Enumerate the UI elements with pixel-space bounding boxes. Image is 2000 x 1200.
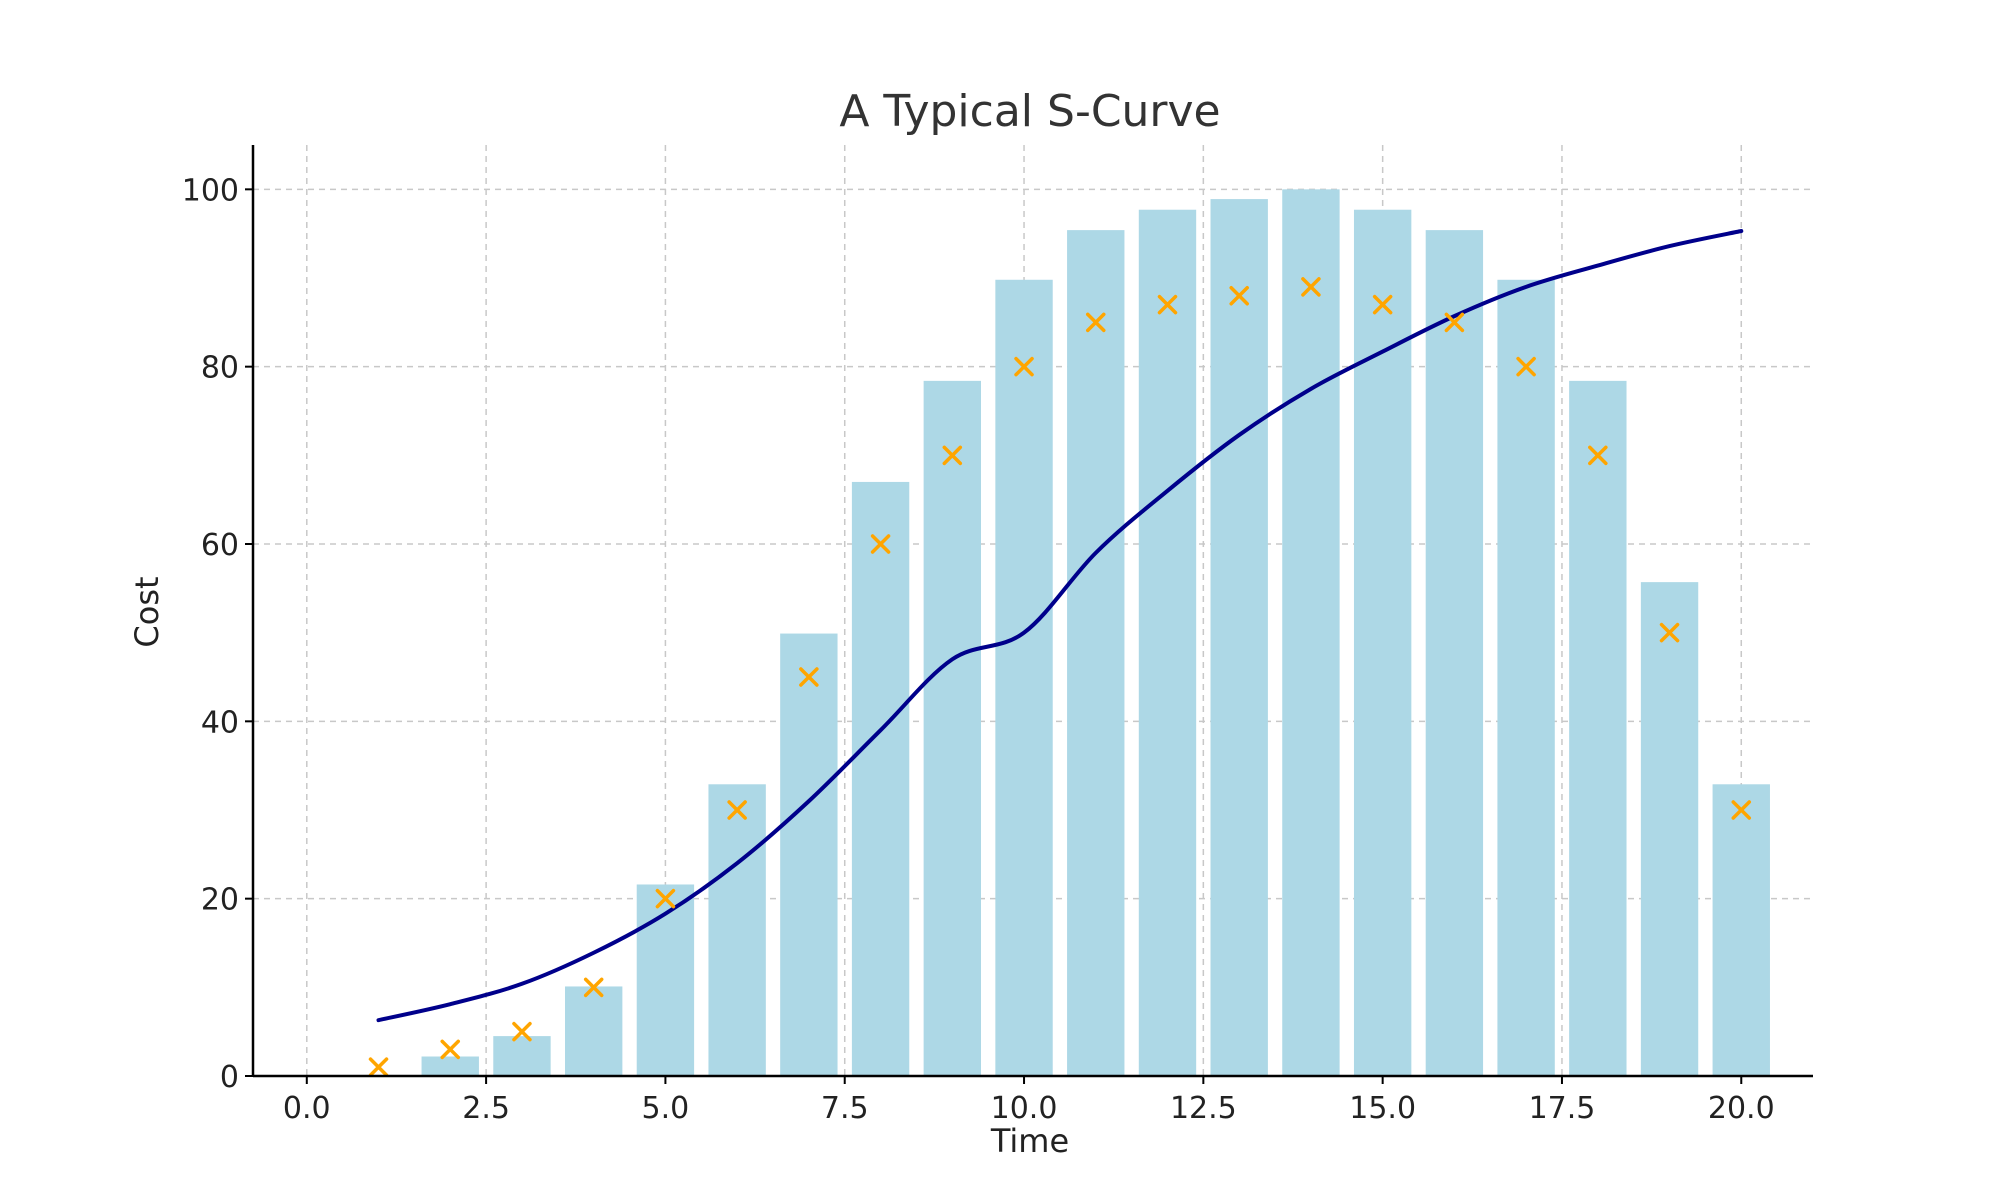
y-tick-label: 0	[220, 1060, 239, 1095]
bar	[636, 884, 695, 1076]
x-marker-stroke	[1659, 622, 1680, 643]
x-marker	[1516, 356, 1536, 377]
x-marker-stroke	[655, 888, 676, 909]
x-marker-stroke	[1588, 445, 1608, 466]
x-marker	[655, 888, 676, 909]
x-marker-stroke	[368, 1057, 389, 1077]
chart-title: A Typical S-Curve	[839, 86, 1220, 137]
x-marker	[368, 1057, 389, 1077]
bar	[708, 784, 766, 1076]
x-marker-stroke	[1157, 294, 1178, 315]
bar	[1138, 209, 1197, 1076]
x-marker-stroke	[1444, 312, 1465, 333]
y-tick-label: 60	[201, 528, 239, 563]
bar	[1353, 209, 1412, 1076]
bar	[1210, 199, 1268, 1076]
bar	[995, 279, 1053, 1077]
bar-series	[421, 189, 1770, 1077]
x-marker	[1086, 312, 1106, 333]
x-marker-stroke	[440, 1039, 460, 1060]
x-marker-stroke	[870, 534, 891, 554]
axes	[251, 145, 1813, 1078]
y-axis-label: Cost	[128, 576, 166, 647]
x-marker-stroke	[1229, 285, 1249, 306]
x-marker-stroke	[1301, 277, 1321, 297]
y-tick-label: 20	[201, 883, 239, 918]
bar	[1067, 230, 1125, 1076]
bar	[421, 1056, 479, 1076]
bar	[1282, 189, 1340, 1077]
bar	[1712, 784, 1770, 1076]
bar	[493, 1036, 551, 1076]
x-marker-stroke	[512, 1021, 532, 1042]
x-marker	[440, 1039, 460, 1060]
x-marker-stroke	[799, 667, 819, 687]
x-tick-label: 15.0	[1349, 1091, 1416, 1126]
s-curve-line	[376, 229, 1744, 1023]
bar	[780, 633, 838, 1076]
bar	[1497, 279, 1555, 1077]
s-curve-line-series	[376, 229, 1744, 1023]
x-marker	[799, 667, 819, 687]
x-marker	[870, 534, 891, 554]
bar	[1425, 230, 1484, 1076]
x-marker-stroke	[1516, 356, 1536, 377]
y-tick-label: 40	[201, 705, 239, 740]
x-marker	[1444, 312, 1465, 333]
x-marker-stroke	[1086, 312, 1106, 333]
x-axis-label: Time	[990, 1122, 1069, 1160]
x-tick-label: 12.5	[1170, 1091, 1237, 1126]
x-marker	[1588, 445, 1608, 466]
x-tick-label: 5.0	[642, 1091, 690, 1126]
x-tick-label: 10.0	[991, 1091, 1058, 1126]
x-marker	[1301, 277, 1321, 297]
bar	[1569, 380, 1627, 1076]
x-tick-label: 17.5	[1529, 1091, 1596, 1126]
x-marker	[1372, 294, 1393, 315]
x-marker-stroke	[1731, 800, 1752, 820]
y-tick-label: 80	[201, 351, 239, 386]
x-tick-label: 20.0	[1708, 1091, 1775, 1126]
x-marker	[727, 800, 747, 820]
x-marker-stroke	[1014, 356, 1034, 377]
x-marker	[1731, 800, 1752, 820]
bar	[851, 481, 910, 1076]
x-marker	[1229, 285, 1249, 306]
bar	[565, 986, 623, 1076]
y-tick-label: 100	[182, 173, 239, 208]
x-marker-stroke	[942, 445, 963, 466]
x-marker	[1157, 294, 1178, 315]
x-marker	[583, 977, 604, 998]
marker-series	[368, 277, 1752, 1077]
x-marker	[1659, 622, 1680, 643]
x-tick-label: 0.0	[283, 1091, 331, 1126]
x-tick-label: 2.5	[462, 1091, 510, 1126]
tick-labels: 0.0 2.5 5.0 7.5 10.0 12.5 15.0 17.5 20.0 0 20 40 60 8…	[182, 173, 1775, 1126]
bar	[1640, 582, 1699, 1076]
x-marker	[1014, 356, 1034, 377]
x-marker	[512, 1021, 532, 1042]
bar	[923, 380, 981, 1076]
x-marker-stroke	[583, 977, 604, 998]
x-marker-stroke	[727, 800, 747, 820]
x-marker	[942, 445, 963, 466]
x-marker-stroke	[1372, 294, 1393, 315]
x-tick-label: 7.5	[821, 1091, 869, 1126]
